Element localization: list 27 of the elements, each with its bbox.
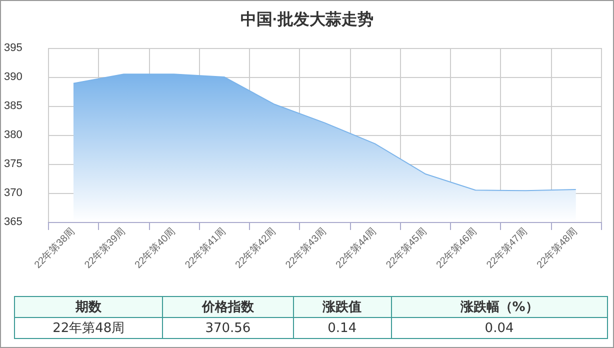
- x-tick-label: 22年第38周: [32, 225, 78, 271]
- y-tick-label: 365: [4, 216, 22, 228]
- x-tick-label: 22年第47周: [484, 225, 530, 271]
- text: 涨跌值: [293, 296, 392, 318]
- text: 期数: [14, 296, 163, 318]
- x-tick-label: 22年第40周: [132, 225, 178, 271]
- x-tick-label: 22年第43周: [283, 225, 329, 271]
- text: 22年第48周: [14, 318, 163, 338]
- text: 0.14: [293, 318, 392, 338]
- text: 0.04: [391, 318, 608, 338]
- x-tick-label: 22年第44周: [333, 225, 379, 271]
- text: 价格指数: [162, 296, 294, 318]
- x-tick-label: 22年第42周: [232, 225, 278, 271]
- x-tick-label: 22年第39周: [82, 225, 128, 271]
- x-tick-label: 22年第48周: [534, 225, 580, 271]
- x-tick-label: 22年第41周: [182, 225, 228, 271]
- x-tick-label: 22年第46周: [434, 225, 480, 271]
- y-tick-label: 385: [4, 100, 22, 112]
- y-tick-label: 380: [4, 129, 22, 141]
- chart-title: 中国·批发大蒜走势: [240, 10, 374, 28]
- y-tick-label: 395: [4, 42, 22, 54]
- y-tick-label: 390: [4, 71, 22, 83]
- text: 涨跌幅（%）: [391, 296, 608, 318]
- y-tick-label: 370: [4, 187, 22, 199]
- y-tick-label: 375: [4, 158, 22, 170]
- x-tick-label: 22年第45周: [384, 225, 430, 271]
- text: 370.56: [162, 318, 294, 338]
